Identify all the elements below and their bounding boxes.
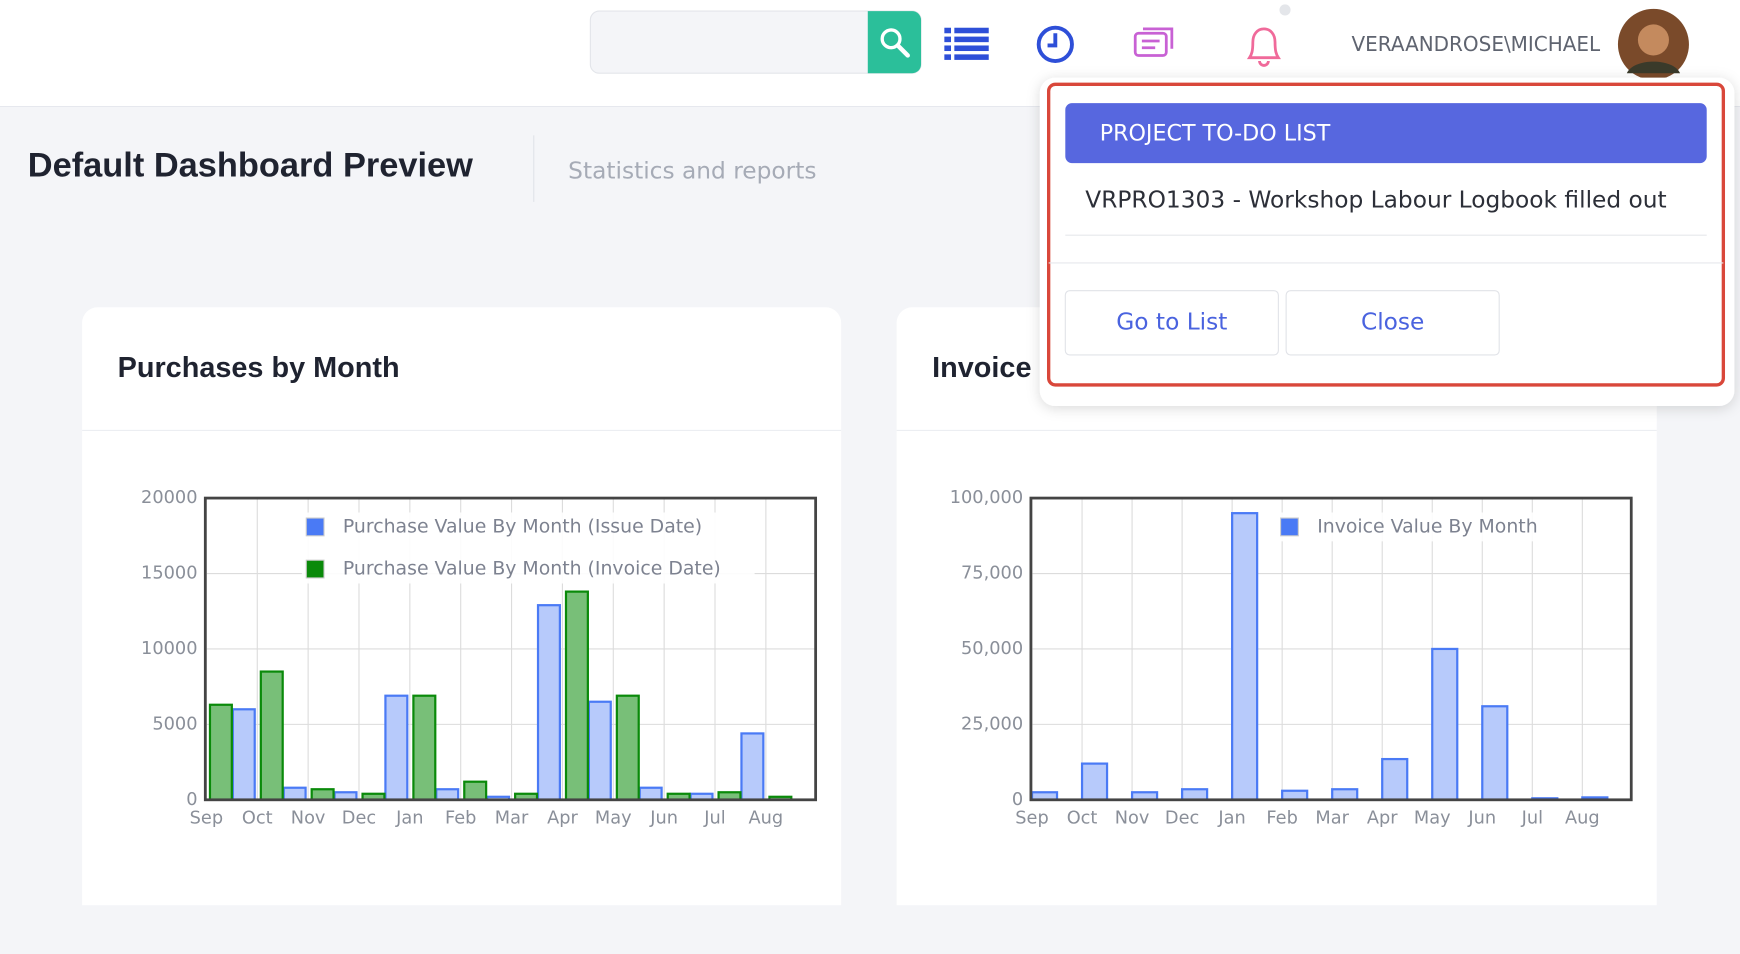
todo-popup: PROJECT TO-DO LIST VRPRO1303 - Workshop … [1039,77,1735,407]
bar [638,786,663,800]
x-tick-label: Sep [1015,809,1048,829]
plot-frame [1029,496,1633,802]
bar [1331,788,1359,800]
x-tick-label: Dec [1165,809,1199,829]
bar [740,732,765,800]
x-tick-label: Jul [1521,809,1543,829]
y-tick-label: 0 [1012,790,1023,810]
chart: Sep Oct Nov Dec Jan Feb Mar Apr May Jun Jul Aug 0 25,… [950,488,1633,829]
legend-box [301,512,755,584]
x-tick-label: Aug [1565,809,1600,829]
legend-swatch [1280,517,1299,537]
bar [1130,791,1159,800]
x-tick-label: Jan [395,809,423,829]
bar [1431,647,1459,800]
bar [615,694,640,800]
x-tick-label: Oct [1067,809,1098,829]
y-tick-label: 0 [186,790,197,810]
x-tick-label: Feb [1266,809,1297,829]
bar [1180,788,1209,800]
bars [1030,512,1609,800]
legend-swatch [305,559,325,579]
button[interactable]: Close [1285,290,1500,356]
y-tick-label: 50,000 [961,639,1023,659]
bar [463,780,488,800]
chart: Sep Oct Nov Dec Jan Feb Mar Apr May Jun Jul Aug 0 500… [141,488,818,829]
legend: Purchase Value By Month (Issue Date) Purc… [301,512,755,584]
legend-box [1276,512,1567,542]
charts: Sep Oct Nov Dec Jan Feb Mar Apr May Jun Jul Aug 0 500… [141,488,1633,829]
x-tick-label: Jun [1467,809,1496,829]
popup-title: PROJECT TO-DO LIST [1100,121,1331,147]
card-title: Purchases by Month [118,352,400,384]
x-tick-label: Apr [547,809,578,829]
legend-label: Purchase Value By Month (Issue Date) [343,515,702,537]
popup-header [1065,103,1707,164]
x-tick-label: May [595,809,632,829]
bar [1281,789,1309,800]
bar [310,788,335,800]
bar [231,708,256,800]
bar [282,786,307,800]
avatar[interactable] [1617,8,1689,80]
bell-icon[interactable] [1246,27,1281,67]
bar [1231,512,1259,800]
bar [384,694,409,800]
x-tick-label: Nov [1115,809,1150,829]
bar [768,795,793,800]
bar [259,670,284,800]
y-tick-label: 20000 [141,488,197,508]
bar [587,700,612,800]
chat-icon[interactable] [1133,27,1174,57]
card-title: Invoice [932,352,1031,384]
card: Purchases by Month [82,307,842,929]
bar [1080,762,1109,800]
x-tick-label: Feb [445,809,476,829]
todo-item[interactable]: VRPRO1303 - Workshop Labour Logbook fill… [1085,186,1666,213]
legend-label: Purchase Value By Month (Invoice Date) [343,558,721,580]
bar [1481,705,1509,800]
button-label[interactable]: Go to List [1116,308,1227,335]
y-tick-label: 100,000 [950,488,1023,508]
legend-label: Invoice Value By Month [1317,515,1537,537]
x-tick-label: Dec [342,809,376,829]
x-tick-label: Nov [291,809,326,829]
x-tick-label: Mar [495,809,529,829]
search-button[interactable] [867,11,922,74]
page-title: Default Dashboard Preview [28,147,473,185]
button-label[interactable]: Close [1361,308,1424,335]
y-tick-label: 25,000 [961,714,1023,734]
x-tick-label: Jun [649,809,678,829]
clock-icon[interactable] [1036,25,1074,63]
bars [208,590,793,800]
x-tick-label: Oct [242,809,273,829]
y-tick-label: 75,000 [961,564,1023,584]
bar [412,694,437,800]
bar [717,791,742,800]
bar [208,703,233,800]
x-tick-label: May [1414,809,1451,829]
list-icon[interactable] [944,27,989,60]
legend: Invoice Value By Month [1276,512,1567,542]
bar [564,590,589,800]
y-tick-label: 10000 [141,639,197,659]
y-tick-label: 5000 [152,714,197,734]
bar [536,604,561,800]
legend-swatch [305,517,325,537]
button[interactable]: Go to List [1064,290,1279,356]
bar [435,788,460,800]
y-tick-label: 15000 [141,564,197,584]
x-tick-label: Mar [1315,809,1349,829]
page-subtitle: Statistics and reports [568,157,816,184]
x-tick-label: Jan [1217,809,1245,829]
x-tick-label: Jul [703,809,725,829]
x-tick-label: Aug [749,809,784,829]
x-tick-label: Apr [1367,809,1398,829]
plot-frame [203,496,818,802]
x-tick-label: Sep [190,809,223,829]
user-name[interactable]: VERAANDROSE\MICHAEL [1352,32,1602,56]
bar [1381,757,1409,800]
